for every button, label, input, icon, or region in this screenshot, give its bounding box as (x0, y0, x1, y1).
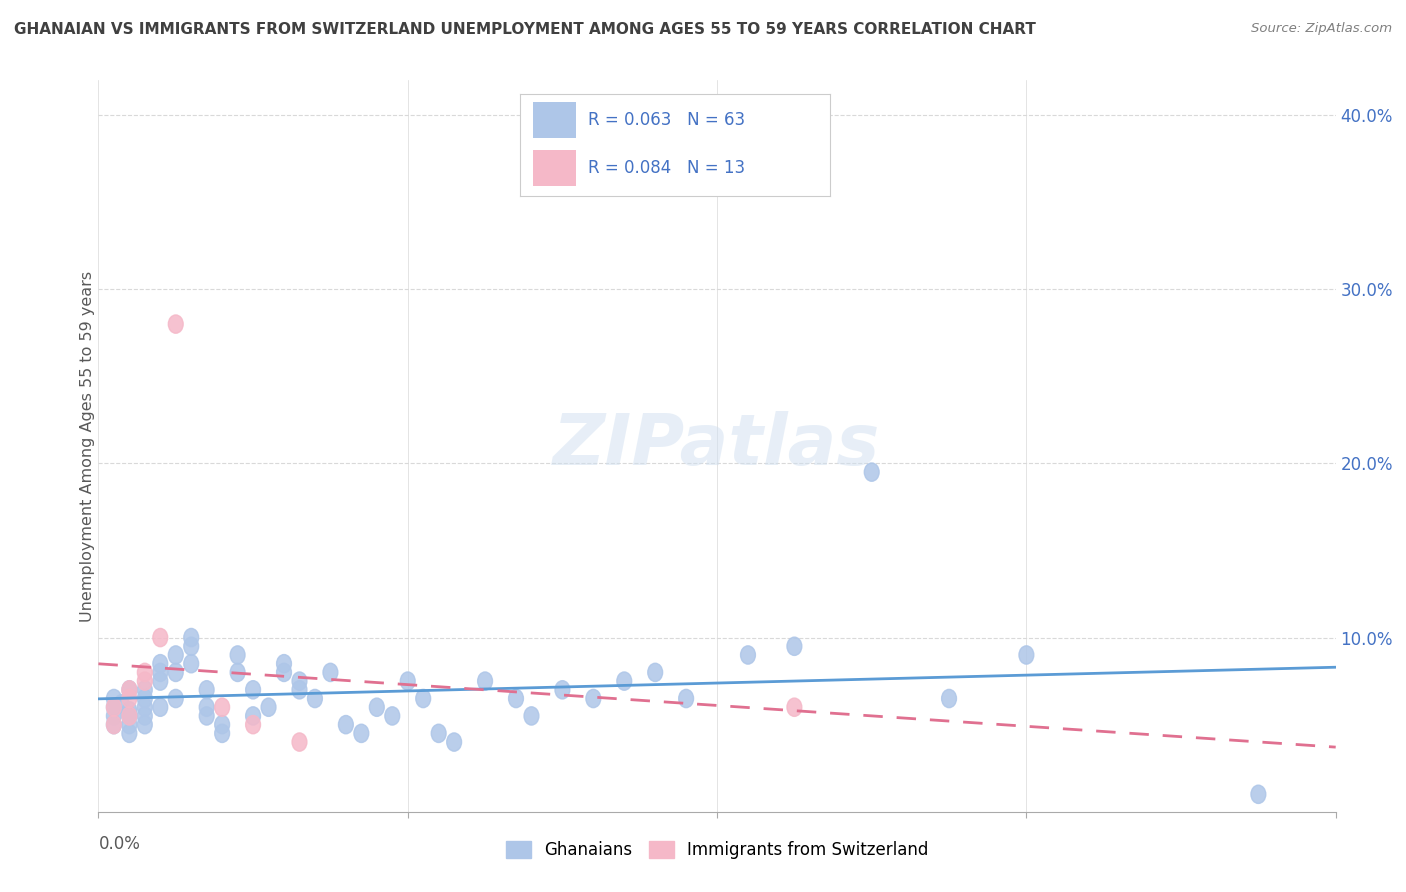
Ellipse shape (246, 681, 260, 699)
FancyBboxPatch shape (533, 102, 576, 137)
Text: 0.0%: 0.0% (98, 835, 141, 853)
Ellipse shape (122, 690, 136, 707)
Ellipse shape (107, 715, 121, 734)
Ellipse shape (292, 681, 307, 699)
Ellipse shape (787, 637, 801, 656)
Ellipse shape (138, 715, 152, 734)
Ellipse shape (153, 664, 167, 681)
Ellipse shape (246, 715, 260, 734)
Ellipse shape (432, 724, 446, 742)
Ellipse shape (169, 646, 183, 665)
Ellipse shape (401, 672, 415, 690)
Ellipse shape (555, 681, 569, 699)
Ellipse shape (138, 664, 152, 681)
Ellipse shape (741, 646, 755, 665)
Ellipse shape (292, 672, 307, 690)
Ellipse shape (246, 706, 260, 725)
Ellipse shape (787, 698, 801, 716)
Text: GHANAIAN VS IMMIGRANTS FROM SWITZERLAND UNEMPLOYMENT AMONG AGES 55 TO 59 YEARS C: GHANAIAN VS IMMIGRANTS FROM SWITZERLAND … (14, 22, 1036, 37)
Ellipse shape (617, 672, 631, 690)
Ellipse shape (184, 629, 198, 647)
Ellipse shape (114, 695, 129, 713)
Ellipse shape (107, 715, 121, 734)
Ellipse shape (153, 655, 167, 673)
Ellipse shape (107, 690, 121, 707)
Ellipse shape (184, 637, 198, 656)
Ellipse shape (385, 706, 399, 725)
Text: R = 0.063   N = 63: R = 0.063 N = 63 (588, 111, 745, 128)
Ellipse shape (323, 664, 337, 681)
Ellipse shape (215, 724, 229, 742)
Ellipse shape (122, 681, 136, 699)
Ellipse shape (416, 690, 430, 707)
Ellipse shape (292, 733, 307, 751)
Ellipse shape (308, 690, 322, 707)
Ellipse shape (262, 698, 276, 716)
Ellipse shape (231, 664, 245, 681)
Ellipse shape (107, 698, 121, 716)
Ellipse shape (215, 715, 229, 734)
Ellipse shape (1019, 646, 1033, 665)
Ellipse shape (169, 315, 183, 334)
Ellipse shape (122, 681, 136, 699)
Ellipse shape (138, 706, 152, 725)
Ellipse shape (524, 706, 538, 725)
Ellipse shape (509, 690, 523, 707)
Ellipse shape (184, 655, 198, 673)
Ellipse shape (122, 724, 136, 742)
Ellipse shape (138, 672, 152, 690)
Ellipse shape (138, 690, 152, 707)
Ellipse shape (200, 681, 214, 699)
Ellipse shape (231, 646, 245, 665)
Ellipse shape (277, 664, 291, 681)
Ellipse shape (478, 672, 492, 690)
Legend: Ghanaians, Immigrants from Switzerland: Ghanaians, Immigrants from Switzerland (499, 834, 935, 865)
Ellipse shape (942, 690, 956, 707)
Ellipse shape (370, 698, 384, 716)
Ellipse shape (339, 715, 353, 734)
Ellipse shape (153, 698, 167, 716)
Ellipse shape (200, 706, 214, 725)
Ellipse shape (122, 702, 136, 720)
Ellipse shape (447, 733, 461, 751)
Ellipse shape (122, 706, 136, 725)
Ellipse shape (1251, 785, 1265, 804)
Ellipse shape (169, 664, 183, 681)
Ellipse shape (354, 724, 368, 742)
Ellipse shape (107, 706, 121, 725)
Ellipse shape (200, 698, 214, 716)
Ellipse shape (277, 655, 291, 673)
FancyBboxPatch shape (533, 150, 576, 186)
Ellipse shape (138, 681, 152, 699)
Text: ZIPatlas: ZIPatlas (554, 411, 880, 481)
Ellipse shape (138, 698, 152, 716)
Ellipse shape (122, 715, 136, 734)
Y-axis label: Unemployment Among Ages 55 to 59 years: Unemployment Among Ages 55 to 59 years (80, 270, 94, 622)
Text: R = 0.084   N = 13: R = 0.084 N = 13 (588, 159, 745, 177)
Ellipse shape (865, 463, 879, 482)
Ellipse shape (122, 706, 136, 725)
Ellipse shape (679, 690, 693, 707)
Ellipse shape (215, 698, 229, 716)
Ellipse shape (169, 690, 183, 707)
Ellipse shape (648, 664, 662, 681)
Text: Source: ZipAtlas.com: Source: ZipAtlas.com (1251, 22, 1392, 36)
Ellipse shape (153, 672, 167, 690)
Ellipse shape (107, 698, 121, 716)
Ellipse shape (153, 629, 167, 647)
Ellipse shape (586, 690, 600, 707)
